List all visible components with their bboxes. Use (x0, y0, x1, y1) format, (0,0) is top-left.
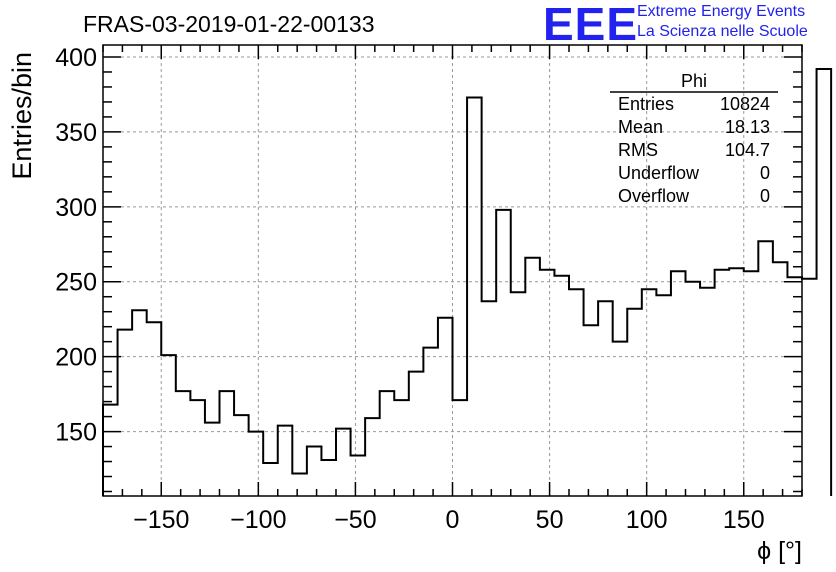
histogram-bin (584, 325, 599, 496)
histogram-bin (438, 318, 453, 496)
histogram-bin (453, 400, 468, 496)
histogram-bin (249, 432, 264, 496)
histogram-bin (686, 282, 701, 496)
x-tick-label: −50 (334, 506, 376, 534)
x-axis-ticks: −150 −100 −50 0 50 100 150 (102, 45, 803, 534)
histogram-bin (380, 391, 395, 496)
histogram-bin (642, 289, 657, 496)
histogram-bin (773, 262, 788, 496)
histogram-bin (758, 241, 773, 496)
histogram-bin (700, 288, 715, 496)
stats-box: Phi Entries 10824 Mean 18.13 RMS 104.7 U… (610, 71, 778, 206)
stats-row-label: Entries (618, 94, 674, 114)
histogram-bin (744, 271, 759, 496)
histogram-bin (482, 301, 497, 496)
histogram-bin (278, 426, 293, 496)
histogram-bin (307, 447, 322, 496)
eee-logo: EEE (543, 0, 639, 50)
x-tick-label: 50 (536, 506, 564, 534)
stats-row-value: 0 (760, 163, 770, 183)
stats-row-label: Overflow (618, 186, 690, 206)
histogram-bin (351, 456, 366, 496)
x-tick-label: 150 (723, 506, 765, 534)
histogram-bin (190, 400, 205, 496)
y-tick-label: 200 (55, 344, 97, 372)
histogram-bin (467, 97, 482, 496)
x-tick-label: 100 (626, 506, 668, 534)
y-tick-label: 250 (55, 269, 97, 297)
y-tick-label: 150 (55, 419, 97, 447)
histogram-bin (613, 342, 628, 496)
histogram-bin (511, 292, 526, 496)
histogram-bin (263, 463, 278, 496)
histogram-bin (132, 310, 147, 496)
histogram-bin (103, 405, 118, 496)
logo-line-1: Extreme Energy Events (637, 3, 806, 20)
histogram-bin (656, 295, 671, 496)
histogram-bin (554, 276, 569, 496)
grid-lines (103, 45, 802, 496)
histogram-outline (102, 67, 833, 496)
histogram-bin (423, 348, 438, 496)
stats-row-value: 10824 (720, 94, 770, 114)
histogram-bin (715, 270, 730, 496)
histogram-bin (176, 391, 191, 496)
histogram-bin (540, 270, 555, 496)
histogram-bin (394, 400, 409, 496)
histogram-bin (598, 301, 613, 496)
histogram-bin (205, 423, 220, 496)
histogram-bin (234, 415, 249, 496)
histogram-bin (220, 391, 235, 496)
chart-title: FRAS-03-2019-01-22-00133 (83, 11, 375, 37)
histogram-bin (161, 355, 176, 496)
histogram-bin (365, 418, 380, 496)
y-tick-label: 300 (55, 194, 97, 222)
histogram-bin (321, 460, 336, 496)
x-tick-label: −150 (133, 506, 189, 534)
logo-line-2: La Scienza nelle Scuole (637, 23, 808, 40)
x-tick-label: 0 (446, 506, 460, 534)
stats-row-label: RMS (618, 140, 658, 160)
histogram-bin (118, 330, 133, 496)
stats-row-value: 104.7 (725, 140, 770, 160)
stats-box-title: Phi (681, 71, 707, 91)
stats-row-value: 18.13 (725, 117, 770, 137)
y-tick-label: 350 (55, 119, 97, 147)
histogram-bin (817, 69, 832, 496)
histogram-bin (627, 309, 642, 496)
histogram-bin (802, 279, 817, 496)
histogram-bin (729, 268, 744, 496)
stats-row-label: Mean (618, 117, 663, 137)
y-axis-ticks: 150 200 250 300 350 400 (55, 44, 802, 493)
x-axis-label: ϕ [°] (757, 537, 802, 565)
stats-row-value: 0 (760, 186, 770, 206)
y-axis-label: Entries/bin (7, 52, 37, 180)
histogram-bin (496, 210, 511, 496)
histogram-bin (292, 474, 307, 496)
histogram-bin (409, 372, 424, 496)
y-tick-label: 400 (55, 44, 97, 72)
histogram-bin (147, 322, 162, 496)
x-tick-label: −100 (230, 506, 286, 534)
histogram-bin (671, 271, 686, 496)
histogram-bin (569, 289, 584, 496)
histogram-bin (336, 429, 351, 496)
histogram-bin (525, 258, 540, 496)
stats-row-label: Underflow (618, 163, 700, 183)
